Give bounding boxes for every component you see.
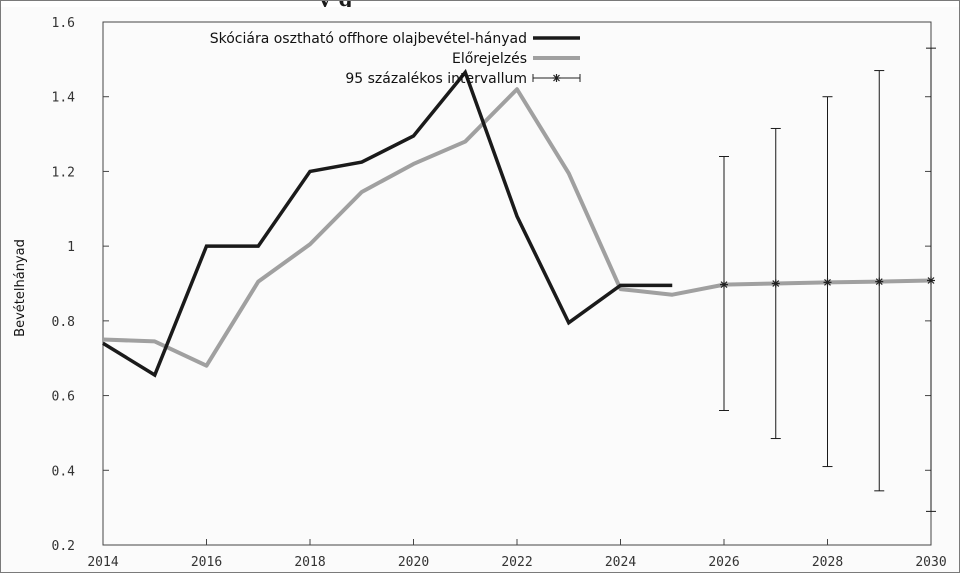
y-tick-label: 1: [67, 240, 75, 255]
star-stroke: [824, 278, 831, 286]
y-tick-label: 0.2: [52, 539, 75, 554]
actual-line: [102, 68, 673, 378]
cropped-title-text: y g: [319, 1, 353, 7]
y-tick-label: 0.4: [52, 464, 76, 479]
legend-label-actual: Skóciára osztható offhore olajbevétel-há…: [210, 31, 527, 47]
legend-label-forecast: Előrejelzés: [452, 51, 527, 67]
series-layer: [102, 47, 936, 512]
y-axis: 0.2 0.4 0.6 0.8 1 1.2 1.4 1.6: [52, 16, 931, 554]
star-stroke: [927, 277, 935, 284]
x-tick-label: 2016: [191, 555, 222, 570]
x-tick-label: 2018: [294, 555, 325, 570]
y-axis-title: Bevételhányad: [13, 239, 28, 337]
interval-bar: [926, 47, 936, 512]
interval-point-marker: [720, 280, 728, 289]
x-axis: 2014 2016 2018 2020 2022 2024 2026 2028 2030: [87, 539, 947, 570]
star-stroke: [875, 278, 883, 286]
x-tick-label: 2028: [812, 555, 843, 570]
y-tick-label: 0.6: [52, 390, 75, 405]
forecast-line: [102, 87, 932, 368]
legend-swatch-star: [552, 74, 561, 82]
star-stroke: [772, 280, 780, 287]
x-tick-label: 2014: [87, 555, 118, 570]
interval-point-marker: [875, 277, 884, 286]
interval-point-marker: [771, 279, 780, 288]
interval-bar: [719, 155, 729, 412]
x-tick-label: 2024: [605, 555, 636, 570]
legend-label-interval: 95 százalékos intervallum: [345, 71, 527, 87]
x-tick-label: 2022: [501, 555, 532, 570]
cropped-title-strip: y g: [1, 1, 959, 7]
y-tick-label: 1.6: [52, 16, 75, 31]
star-stroke: [720, 281, 728, 289]
x-tick-label: 2020: [398, 555, 429, 570]
y-tick-label: 1.4: [52, 91, 76, 106]
y-tick-label: 1.2: [52, 165, 75, 180]
legend: Skóciára osztható offhore olajbevétel-há…: [210, 31, 581, 87]
interval-bar: [770, 127, 781, 440]
interval-bar: [874, 70, 885, 492]
interval-bar: [822, 96, 833, 468]
interval-point-marker: [927, 276, 935, 285]
x-tick-label: 2026: [708, 555, 739, 570]
x-tick-label: 2030: [915, 555, 946, 570]
interval-point-marker: [823, 278, 832, 287]
star-stroke: [553, 74, 560, 82]
y-tick-label: 0.8: [52, 315, 75, 330]
